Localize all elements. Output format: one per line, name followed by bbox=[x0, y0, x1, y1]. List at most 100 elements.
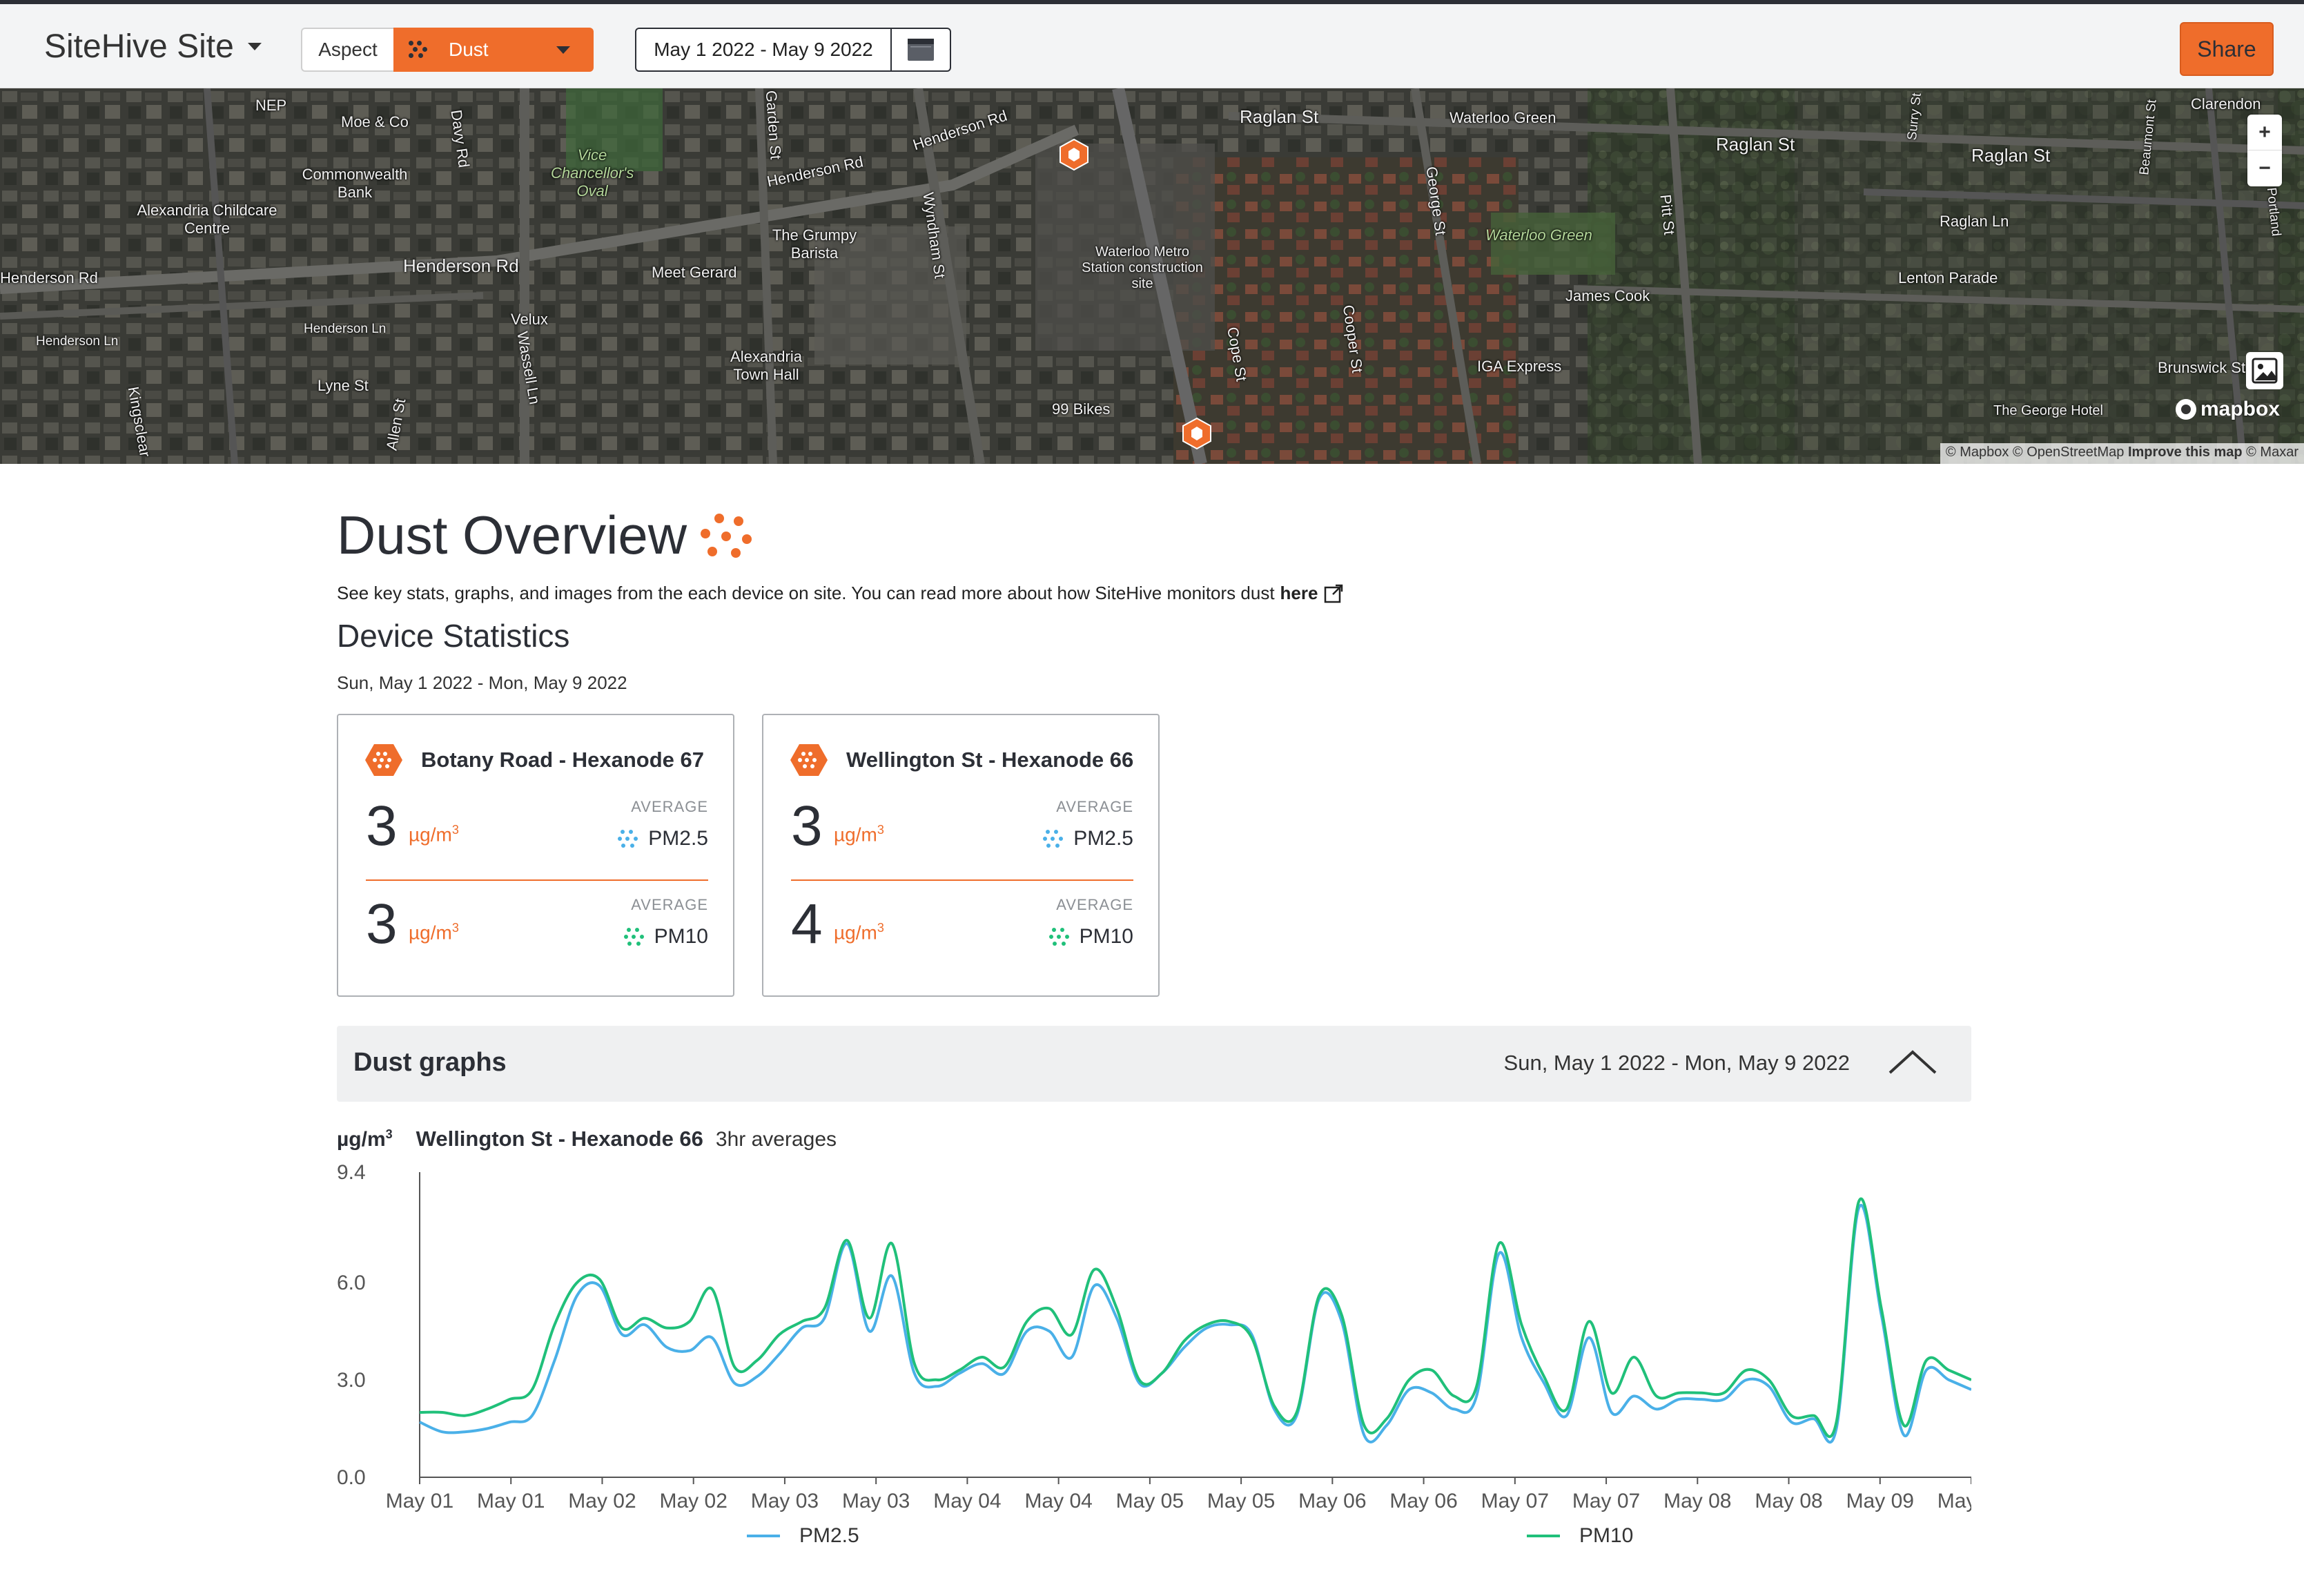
site-selector[interactable]: SiteHive Site bbox=[44, 28, 262, 66]
average-label: AVERAGE bbox=[631, 798, 708, 815]
unit-label: µg/m3 bbox=[409, 823, 459, 846]
x-tick-label: May 04 bbox=[1024, 1490, 1092, 1512]
map-label: Moe & Co bbox=[341, 113, 409, 130]
x-tick-label: May 06 bbox=[1389, 1490, 1457, 1512]
site-map[interactable]: NEP Moe & Co Commonwealth Bank Alexandri… bbox=[0, 88, 2304, 464]
y-tick-label: 3.0 bbox=[337, 1369, 366, 1392]
series-line-pm25 bbox=[419, 1204, 1971, 1443]
map-label: Vice Chancellor's Oval bbox=[551, 146, 634, 200]
map-label: The George Hotel bbox=[1993, 403, 2103, 418]
device-card-header: Wellington St - Hexanode 66 bbox=[790, 743, 1133, 777]
x-tick-label: May 05 bbox=[1116, 1490, 1184, 1512]
attribution-text[interactable]: © Mapbox © OpenStreetMap bbox=[1945, 445, 2125, 460]
pm10-icon bbox=[1048, 928, 1070, 946]
dust-icon bbox=[701, 513, 752, 558]
legend-label: PM2.5 bbox=[799, 1524, 859, 1547]
legend-swatch bbox=[747, 1535, 780, 1537]
pm10-label: PM10 bbox=[1048, 925, 1133, 948]
map-label: Henderson Rd bbox=[403, 255, 519, 276]
chevron-down-icon bbox=[556, 46, 570, 54]
pm25-icon bbox=[1043, 830, 1064, 848]
mapbox-logo[interactable]: mapbox bbox=[2176, 398, 2280, 421]
zoom-in-button[interactable]: + bbox=[2247, 115, 2282, 150]
device-marker-wellington-icon[interactable] bbox=[1057, 138, 1091, 171]
pm10-icon bbox=[623, 928, 645, 946]
pm25-icon bbox=[618, 830, 638, 848]
pm25-label: PM2.5 bbox=[1043, 827, 1133, 850]
device-card-botany[interactable]: Botany Road - Hexanode 67 3 µg/m3 AVERAG… bbox=[337, 714, 734, 997]
device-card-wellington[interactable]: Wellington St - Hexanode 66 3 µg/m3 AVER… bbox=[762, 714, 1160, 997]
x-tick-label: May 08 bbox=[1663, 1490, 1731, 1512]
dust-icon bbox=[409, 41, 429, 59]
dust-line-chart[interactable]: 0.0 3.0 6.0 9.4 May 01 May 01 May 02 May 02 May … bbox=[337, 1154, 1971, 1520]
map-label: The Grumpy Barista bbox=[772, 226, 857, 262]
map-label: Alexandria Childcare Centre bbox=[137, 202, 277, 237]
page-title: Dust Overview bbox=[337, 504, 752, 567]
top-nav: SiteHive Site Aspect Dust May 1 2022 - M… bbox=[0, 0, 2304, 88]
pm10-label: PM10 bbox=[623, 925, 708, 948]
legend-swatch bbox=[1527, 1535, 1560, 1537]
mapbox-logo-text: mapbox bbox=[2200, 398, 2281, 420]
map-label: Velux bbox=[511, 311, 548, 328]
map-label: Lyne St bbox=[318, 377, 369, 394]
x-tick-label: May 01 bbox=[386, 1490, 453, 1512]
dust-graphs-date: Sun, May 1 2022 - Mon, May 9 2022 bbox=[1503, 1051, 1850, 1075]
calendar-button[interactable] bbox=[892, 29, 950, 70]
map-label: Waterloo Green bbox=[1485, 226, 1592, 244]
map-label: Henderson Ln bbox=[36, 334, 119, 349]
caret-down-icon bbox=[247, 43, 262, 50]
map-label: Waterloo Metro Station construction site bbox=[1082, 244, 1203, 291]
legend-pm10[interactable]: PM10 bbox=[1527, 1524, 1633, 1548]
hexanode-icon bbox=[790, 744, 828, 776]
pm25-stat: 3 µg/m3 AVERAGE PM2.5 bbox=[791, 798, 1133, 881]
share-button[interactable]: Share bbox=[2180, 22, 2274, 76]
dust-info-link[interactable]: here bbox=[1280, 583, 1318, 603]
date-range-picker[interactable]: May 1 2022 - May 9 2022 bbox=[635, 28, 951, 72]
chevron-up-icon[interactable] bbox=[1887, 1047, 1938, 1077]
map-label: Raglan Ln bbox=[1940, 213, 2009, 230]
legend-label: PM10 bbox=[1579, 1524, 1634, 1547]
x-tick-label: May 07 bbox=[1572, 1490, 1640, 1512]
y-tick-label: 0.0 bbox=[337, 1466, 366, 1489]
map-label: Clarendon bbox=[2191, 95, 2261, 113]
x-tick-label: May 02 bbox=[660, 1490, 728, 1512]
x-tick-label: May 07 bbox=[1481, 1490, 1549, 1512]
x-tick-label: May 08 bbox=[1755, 1490, 1822, 1512]
date-range-text[interactable]: May 1 2022 - May 9 2022 bbox=[636, 29, 892, 70]
legend-pm25[interactable]: PM2.5 bbox=[747, 1524, 859, 1548]
map-label: NEP bbox=[255, 97, 287, 114]
chart-header: µg/m3 Wellington St - Hexanode 66 3hr av… bbox=[337, 1127, 837, 1151]
map-label: Lenton Parade bbox=[1898, 269, 1998, 286]
attribution-maxar[interactable]: © Maxar bbox=[2246, 445, 2298, 460]
x-tick-label: May 03 bbox=[842, 1490, 910, 1512]
map-label: Meet Gerard bbox=[652, 264, 737, 281]
device-name: Botany Road - Hexanode 67 bbox=[421, 748, 704, 772]
page-title-text: Dust Overview bbox=[337, 505, 687, 565]
map-label: Raglan St bbox=[1716, 134, 1795, 155]
aspect-label: Aspect bbox=[301, 28, 393, 72]
pm10-average-value: 4 bbox=[791, 893, 823, 955]
series-line-pm10 bbox=[419, 1197, 1971, 1438]
description-text: See key stats, graphs, and images from t… bbox=[337, 583, 1275, 603]
unit-label: µg/m3 bbox=[834, 823, 884, 846]
x-tick-label: May 09 bbox=[1937, 1490, 1971, 1512]
map-label: Commonwealth Bank bbox=[302, 166, 408, 201]
pm25-average-value: 3 bbox=[366, 795, 398, 857]
device-marker-botany-icon[interactable] bbox=[1180, 417, 1213, 450]
map-label: James Cook bbox=[1565, 287, 1650, 304]
device-card-header: Botany Road - Hexanode 67 bbox=[364, 743, 704, 777]
external-link-icon[interactable] bbox=[1323, 583, 1344, 604]
map-attribution: © Mapbox © OpenStreetMap Improve this ma… bbox=[1940, 443, 2304, 464]
aspect-selector: Aspect Dust bbox=[301, 28, 594, 72]
improve-map-link[interactable]: Improve this map bbox=[2127, 445, 2243, 460]
aspect-dropdown[interactable]: Dust bbox=[393, 28, 594, 72]
pm10-stat: 4 µg/m3 AVERAGE PM10 bbox=[791, 896, 1133, 979]
x-tick-label: May 03 bbox=[751, 1490, 819, 1512]
zoom-out-button[interactable]: − bbox=[2258, 157, 2271, 179]
dust-graphs-header[interactable]: Dust graphs Sun, May 1 2022 - Mon, May 9… bbox=[337, 1026, 1971, 1102]
zoom-controls: + − bbox=[2247, 115, 2282, 186]
map-label: IGA Express bbox=[1477, 358, 1562, 375]
site-name: SiteHive Site bbox=[44, 28, 234, 65]
map-style-button[interactable] bbox=[2246, 352, 2283, 389]
mapbox-icon bbox=[2176, 399, 2196, 420]
